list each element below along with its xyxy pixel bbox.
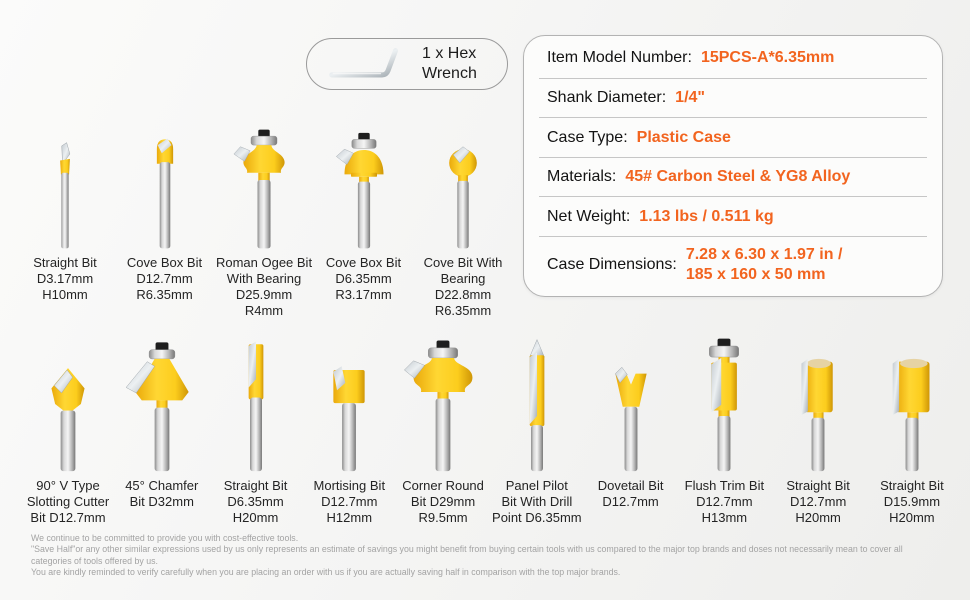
router-bit: Straight Bit D15.9mm H20mm — [866, 333, 958, 526]
disclaimer-text: We continue to be committed to provide y… — [31, 533, 903, 578]
bit-spec-label: Flush Trim Bit D12.7mm H13mm — [684, 478, 765, 525]
disclaimer-line: "Save Half"or any other similar expressi… — [31, 544, 903, 555]
corner-round-bit-icon — [397, 333, 489, 473]
chamfer-bit-icon — [116, 333, 208, 473]
bit-spec-label: Cove Box Bit D12.7mm R6.35mm — [126, 255, 203, 302]
round-nose-bit-icon — [118, 128, 212, 250]
spec-row: Net Weight: 1.13 lbs / 0.511 kg — [539, 197, 927, 238]
hex-wrench-callout: 1 x Hex Wrench — [306, 38, 508, 90]
dovetail-bit-icon — [585, 333, 677, 473]
bit-spec-label: 90° V Type Slotting Cutter Bit D12.7mm — [26, 478, 110, 525]
bit-spec-label: Straight Bit D12.7mm H20mm — [786, 478, 850, 525]
spec-row: Item Model Number: 15PCS-A*6.35mm — [539, 39, 927, 79]
hex-wrench-icon — [319, 43, 415, 85]
hex-wrench-label: 1 x Hex Wrench — [422, 45, 477, 82]
router-bit: Mortising Bit D12.7mm H12mm — [303, 333, 395, 526]
router-bit: 90° V Type Slotting Cutter Bit D12.7mm — [22, 333, 114, 526]
bit-spec-label: Panel Pilot Bit With Drill Point D6.35mm — [492, 478, 582, 525]
bit-spec-label: Mortising Bit D12.7mm H12mm — [313, 478, 386, 525]
spec-row: Case Dimensions: 7.28 x 6.30 x 1.97 in /1… — [539, 237, 927, 293]
router-bit: 45° Chamfer Bit D32mm — [116, 333, 208, 526]
router-bit: Cove Box Bit D6.35mm R3.17mm — [317, 128, 411, 319]
spec-panel: Item Model Number: 15PCS-A*6.35mm Shank Di… — [523, 35, 943, 297]
router-bit: Corner Round Bit D29mm R9.5mm — [397, 333, 489, 526]
spec-label: Shank Diameter: — [547, 88, 667, 106]
router-bit: Cove Bit With Bearing D22.8mm R6.35mm — [416, 128, 510, 319]
spec-label: Case Type: — [547, 128, 628, 146]
router-bit: Roman Ogee Bit With Bearing D25.9mm R4mm — [215, 128, 313, 319]
spec-label: Materials: — [547, 168, 617, 186]
spec-row: Case Type: Plastic Case — [539, 118, 927, 158]
spec-rows: Item Model Number: 15PCS-A*6.35mm Shank Di… — [524, 39, 942, 293]
bit-spec-label: Straight Bit D3.17mm H10mm — [33, 255, 97, 302]
router-bit: Cove Box Bit D12.7mm R6.35mm — [118, 128, 212, 319]
spec-value: 45# Carbon Steel & YG8 Alloy — [625, 168, 851, 186]
bit-spec-label: Dovetail Bit D12.7mm — [597, 478, 664, 509]
bit-spec-label: Corner Round Bit D29mm R9.5mm — [402, 478, 484, 525]
straight-wide-bit-icon — [772, 333, 864, 473]
spec-value: 7.28 x 6.30 x 1.97 in /185 x 160 x 50 mm — [685, 246, 843, 284]
spec-value: Plastic Case — [636, 128, 731, 146]
spec-value: 1/4" — [675, 88, 705, 106]
bit-spec-label: 45° Chamfer Bit D32mm — [125, 478, 199, 509]
disclaimer-line: categories of tools offered by us. — [31, 555, 158, 566]
flush-trim-bit-icon — [678, 333, 770, 473]
router-bit: Straight Bit D3.17mm H10mm — [18, 128, 112, 319]
router-bit: Dovetail Bit D12.7mm — [585, 333, 677, 526]
spec-row: Materials: 45# Carbon Steel & YG8 Alloy — [539, 158, 927, 198]
spec-value: 15PCS-A*6.35mm — [700, 49, 835, 67]
bit-spec-label: Roman Ogee Bit With Bearing D25.9mm R4mm — [215, 255, 313, 318]
ball-bearing-bit-icon — [416, 128, 510, 250]
bit-spec-label: Straight Bit D6.35mm H20mm — [223, 478, 288, 525]
straight-thin-bit-icon — [18, 128, 112, 250]
bit-spec-label: Cove Bit With Bearing D22.8mm R6.35mm — [423, 255, 503, 318]
bit-spec-label: Cove Box Bit D6.35mm R3.17mm — [325, 255, 402, 302]
ogee-bearing-bit-icon — [217, 128, 311, 250]
bit-spec-label: Straight Bit D15.9mm H20mm — [880, 478, 944, 525]
router-bit: Straight Bit D6.35mm H20mm — [210, 333, 302, 526]
router-bit: Straight Bit D12.7mm H20mm — [772, 333, 864, 526]
router-bit: Flush Trim Bit D12.7mm H13mm — [678, 333, 770, 526]
v-slot-bit-icon — [22, 333, 114, 473]
mortise-bit-icon — [303, 333, 395, 473]
panel-pilot-bit-icon — [491, 333, 583, 473]
router-bit: Panel Pilot Bit With Drill Point D6.35mm — [491, 333, 583, 526]
bit-row-top: Straight Bit D3.17mm H10mm Cove Box Bit D12… — [18, 128, 510, 319]
straight-wider-bit-icon — [866, 333, 958, 473]
spec-row: Shank Diameter: 1/4" — [539, 79, 927, 119]
spec-label: Net Weight: — [547, 207, 631, 225]
bit-row-bottom: 90° V Type Slotting Cutter Bit D12.7mm 45°… — [22, 333, 958, 526]
disclaimer-line: We continue to be committed to provide y… — [31, 533, 299, 543]
spec-label: Item Model Number: — [547, 49, 692, 67]
straight-long-bit-icon — [210, 333, 302, 473]
cove-dome-bearing-bit-icon — [317, 128, 411, 250]
spec-value: 1.13 lbs / 0.511 kg — [639, 207, 774, 225]
disclaimer-line: You are kindly reminded to verify carefu… — [31, 566, 621, 577]
spec-label: Case Dimensions: — [547, 256, 677, 274]
